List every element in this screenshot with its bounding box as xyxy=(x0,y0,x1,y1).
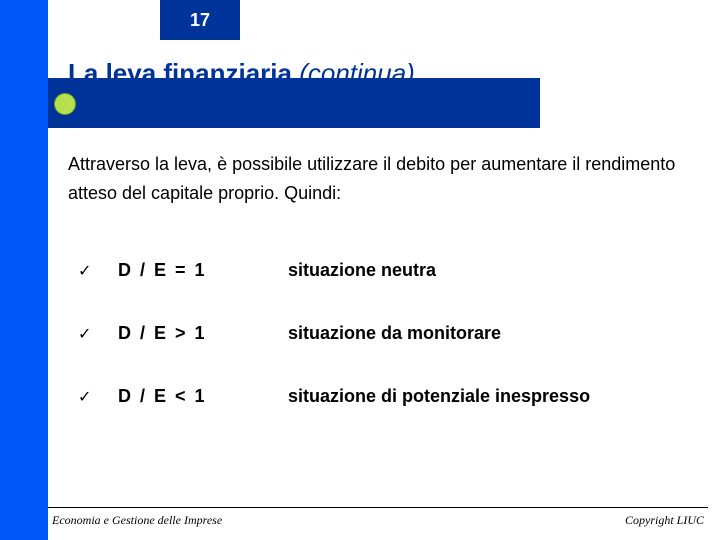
check-icon: ✓ xyxy=(78,261,118,281)
formula: D / E < 1 xyxy=(118,386,288,407)
formula: D / E = 1 xyxy=(118,260,288,281)
page-number: 17 xyxy=(190,10,210,31)
bullet-icon xyxy=(54,93,76,115)
description: situazione di potenziale inespresso xyxy=(288,386,590,407)
description: situazione neutra xyxy=(288,260,436,281)
title-italic: (continua) xyxy=(299,58,415,88)
intro-text: Attraverso la leva, è possibile utilizza… xyxy=(68,150,700,208)
check-icon: ✓ xyxy=(78,324,118,344)
formula: D / E > 1 xyxy=(118,323,288,344)
list-item: ✓ D / E > 1 situazione da monitorare xyxy=(78,323,690,344)
title-bold: La leva finanziaria xyxy=(68,58,292,88)
list-item: ✓ D / E < 1 situazione di potenziale ine… xyxy=(78,386,690,407)
footer-left: Economia e Gestione delle Imprese xyxy=(52,513,222,528)
page-number-box: 17 xyxy=(160,0,240,40)
formula-list: ✓ D / E = 1 situazione neutra ✓ D / E > … xyxy=(78,260,690,449)
footer-right: Copyright LIUC xyxy=(625,513,704,528)
slide-title: La leva finanziaria (continua) xyxy=(68,58,415,89)
footer-divider xyxy=(48,507,708,508)
list-item: ✓ D / E = 1 situazione neutra xyxy=(78,260,690,281)
title-underline xyxy=(68,90,416,92)
check-icon: ✓ xyxy=(78,387,118,407)
left-stripe xyxy=(0,0,48,540)
description: situazione da monitorare xyxy=(288,323,501,344)
